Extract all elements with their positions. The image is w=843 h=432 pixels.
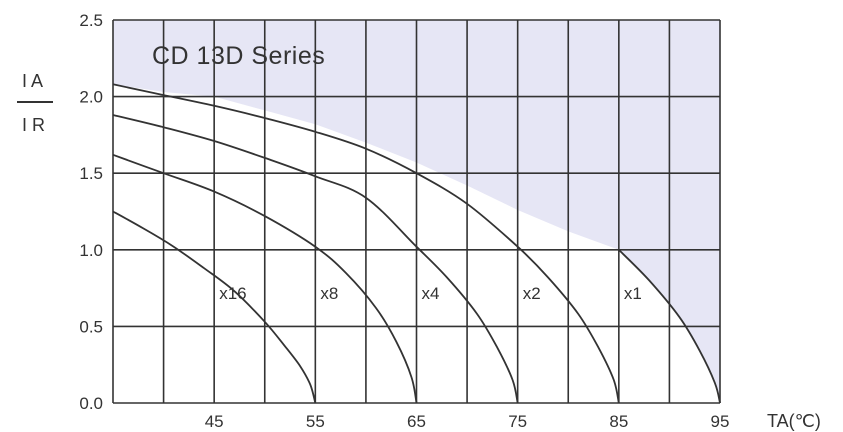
x-tick-label: 75 (508, 412, 527, 431)
y-tick-label: 0.5 (79, 317, 103, 336)
curve-label-x4: x4 (422, 284, 440, 303)
curve-x4 (112, 114, 519, 404)
x-tick-label: 65 (407, 412, 426, 431)
x-axis-label: TA(℃) (767, 411, 821, 431)
curve-label-x1: x1 (624, 284, 642, 303)
y-axis-label-top: I A (22, 71, 43, 91)
y-tick-label: 1.0 (79, 241, 103, 260)
y-axis-label-bottom: I R (22, 115, 45, 135)
label-layer: x16 x8 x4 x2 x1 0.0 0.5 1.0 1.5 2.0 2.5 45 55 65 75 85 9… (79, 11, 729, 431)
x-tick-label: 55 (306, 412, 325, 431)
curve-layer (112, 83, 721, 404)
curve-x8 (112, 153, 418, 404)
x-tick-label: 95 (711, 412, 730, 431)
curve-label-x2: x2 (523, 284, 541, 303)
x-tick-label: 85 (609, 412, 628, 431)
curve-label-x8: x8 (320, 284, 338, 303)
y-tick-label: 2.5 (79, 11, 103, 30)
curve-x2 (112, 83, 620, 404)
y-tick-label: 2.0 (79, 88, 103, 107)
curve-x1 (618, 249, 721, 404)
curve-label-x16: x16 (219, 284, 246, 303)
y-tick-label: 1.5 (79, 164, 103, 183)
curve-x16 (112, 210, 317, 404)
y-tick-label: 0.0 (79, 394, 103, 413)
x-tick-label: 45 (205, 412, 224, 431)
chart-title: CD 13D Series (152, 42, 325, 70)
